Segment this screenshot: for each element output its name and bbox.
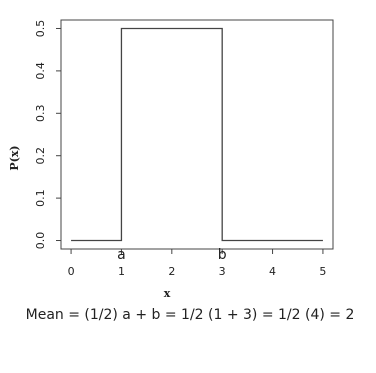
formula: Mean = (1/2) a + b = 1/2 (1 + 3) = 1/2 (… <box>26 307 355 323</box>
y-tick-label: 0.5 <box>34 20 47 38</box>
y-axis-label: P(x) <box>8 145 21 170</box>
x-tick-label: 4 <box>269 265 276 278</box>
annotation: a <box>117 247 126 263</box>
y-tick-label: 0.0 <box>34 232 47 250</box>
y-tick-label: 0.1 <box>34 189 47 207</box>
x-tick-label: 2 <box>168 265 175 278</box>
x-tick-label: 3 <box>219 265 226 278</box>
annotation: b <box>218 247 227 263</box>
x-axis-label: x <box>164 287 171 300</box>
y-tick-label: 0.2 <box>34 147 47 165</box>
x-tick-label: 0 <box>68 265 75 278</box>
plot-box <box>60 19 334 250</box>
line <box>71 27 323 242</box>
x-tick-label: 1 <box>118 265 125 278</box>
y-tick-label: 0.3 <box>34 105 47 123</box>
x-tick-label: 5 <box>319 265 326 278</box>
y-tick-label: 0.4 <box>34 62 47 80</box>
